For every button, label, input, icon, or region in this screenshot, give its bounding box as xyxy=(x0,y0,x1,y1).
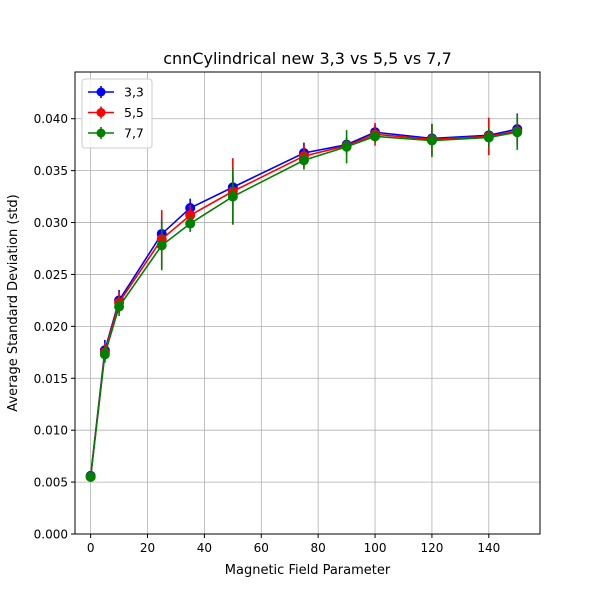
series-line xyxy=(89,131,518,477)
x-tick-label: 120 xyxy=(420,541,443,555)
legend-label: 7,7 xyxy=(124,126,144,141)
x-tick-label: 0 xyxy=(87,541,95,555)
x-tick-label: 20 xyxy=(140,541,155,555)
legend-item: 7,7 xyxy=(88,126,144,141)
x-tick-label: 100 xyxy=(364,541,387,555)
y-tick-label: 0.025 xyxy=(34,268,68,282)
y-axis-label: Average Standard Deviation (std) xyxy=(6,194,21,411)
legend: 3,3 5,5 7,7 xyxy=(81,78,153,149)
data-point xyxy=(298,155,309,166)
y-tick-label: 0.015 xyxy=(34,372,68,386)
x-tick-label: 140 xyxy=(477,541,500,555)
data-point xyxy=(512,127,523,138)
legend-label: 5,5 xyxy=(124,105,144,120)
y-tick-label: 0.005 xyxy=(34,476,68,490)
y-tick-label: 0.000 xyxy=(34,528,68,542)
y-tick-label: 0.030 xyxy=(34,216,68,230)
legend-item: 5,5 xyxy=(88,105,144,120)
chart-title: cnnCylindrical new 3,3 vs 5,5 vs 7,7 xyxy=(163,49,452,68)
y-tick-label: 0.035 xyxy=(34,164,68,178)
data-point xyxy=(227,191,238,202)
x-tick-label: 80 xyxy=(311,541,326,555)
legend-item: 3,3 xyxy=(88,85,144,100)
data-point xyxy=(426,135,437,146)
data-point xyxy=(85,471,96,482)
x-tick-label: 40 xyxy=(197,541,212,555)
legend-marker xyxy=(96,87,106,97)
series-7,7 xyxy=(85,114,523,482)
plot-frame xyxy=(74,71,541,535)
y-tick-label: 0.040 xyxy=(34,112,68,126)
data-point xyxy=(341,141,352,152)
data-point xyxy=(185,218,196,229)
legend-marker xyxy=(96,108,106,117)
x-tick-label: 60 xyxy=(254,541,269,555)
data-point xyxy=(99,349,110,360)
ticks: 0 20 40 60 80 100 120 140 0.000 0.005 0.010 0.015 0.… xyxy=(34,112,501,555)
series-layer xyxy=(85,113,523,482)
data-point xyxy=(114,301,125,312)
data-point xyxy=(370,131,381,142)
y-tick-label: 0.020 xyxy=(34,320,68,334)
legend-label: 3,3 xyxy=(124,85,144,100)
x-axis-label: Magnetic Field Parameter xyxy=(225,563,391,578)
data-point xyxy=(483,132,494,143)
y-tick-label: 0.010 xyxy=(34,424,68,438)
data-point xyxy=(156,240,167,251)
legend-marker xyxy=(96,128,106,138)
